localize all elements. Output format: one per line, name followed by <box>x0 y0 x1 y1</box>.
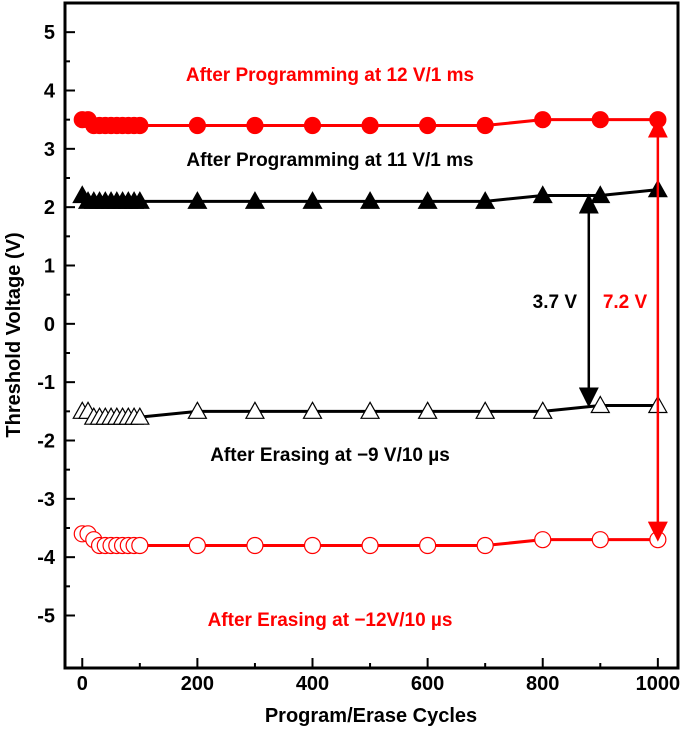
data-point <box>475 401 496 419</box>
data-point <box>534 111 552 129</box>
data-point <box>476 536 494 555</box>
data-point <box>302 401 323 419</box>
data-point <box>417 191 438 209</box>
data-point <box>591 111 609 129</box>
data-point <box>188 116 206 135</box>
data-point <box>649 531 667 549</box>
data-point <box>361 116 379 135</box>
data-point <box>244 191 265 209</box>
data-point <box>246 116 264 135</box>
series-0: After Programming at 12 V/1 ms <box>73 65 667 135</box>
y-tick-label: 4 <box>44 81 56 103</box>
y-tick-label: -4 <box>37 547 56 569</box>
x-tick-label: 800 <box>526 673 559 695</box>
data-point <box>360 401 381 419</box>
data-point <box>419 536 437 555</box>
data-point <box>187 191 208 209</box>
y-tick-label: 5 <box>44 22 55 44</box>
data-point <box>532 401 553 419</box>
annotation-label: 3.7 V <box>533 292 578 313</box>
x-tick-label: 600 <box>411 673 444 695</box>
data-point <box>417 401 438 419</box>
series-2: After Erasing at −9 V/10 µs <box>72 395 668 466</box>
data-point <box>532 185 553 204</box>
series-3: After Erasing at −12V/10 µs <box>73 525 667 631</box>
y-axis-label: Threshold Voltage (V) <box>3 232 25 437</box>
data-point <box>419 116 437 135</box>
data-point <box>131 536 149 555</box>
series-label: After Programming at 11 V/1 ms <box>186 150 473 171</box>
series-label: After Erasing at −9 V/10 µs <box>210 445 450 466</box>
y-tick-label: 0 <box>44 314 55 336</box>
y-tick-label: -5 <box>37 606 55 628</box>
data-point <box>187 401 208 419</box>
x-tick-label: 0 <box>77 673 88 695</box>
data-point <box>360 191 381 209</box>
data-point <box>188 536 206 555</box>
x-tick-label: 200 <box>181 673 214 695</box>
annotation-label: 7.2 V <box>603 292 648 313</box>
y-tick-label: -3 <box>37 489 55 511</box>
y-tick-label: 2 <box>44 197 55 219</box>
data-point <box>475 191 496 209</box>
data-point <box>476 116 494 135</box>
y-tick-label: 1 <box>44 256 55 278</box>
data-point <box>303 116 322 135</box>
data-point <box>534 531 552 549</box>
data-point <box>129 406 150 425</box>
series-1: After Programming at 11 V/1 ms <box>72 150 668 209</box>
y-tick-label: -2 <box>37 431 55 453</box>
series-label: After Programming at 12 V/1 ms <box>186 65 474 86</box>
y-tick-label: -1 <box>37 372 55 394</box>
x-axis-label: Program/Erase Cycles <box>265 705 477 727</box>
data-point <box>131 116 149 135</box>
series-label: After Erasing at −12V/10 µs <box>208 610 453 631</box>
plot-frame <box>63 1 680 670</box>
data-point <box>129 191 150 209</box>
y-tick-label: 3 <box>44 139 55 161</box>
data-point <box>591 531 609 549</box>
data-point <box>649 111 667 129</box>
data-point <box>246 536 264 555</box>
data-point <box>361 536 379 555</box>
data-point <box>303 536 322 555</box>
data-point <box>244 401 265 419</box>
x-tick-label: 400 <box>296 673 329 695</box>
data-point <box>302 191 323 209</box>
x-tick-label: 1000 <box>636 673 681 695</box>
